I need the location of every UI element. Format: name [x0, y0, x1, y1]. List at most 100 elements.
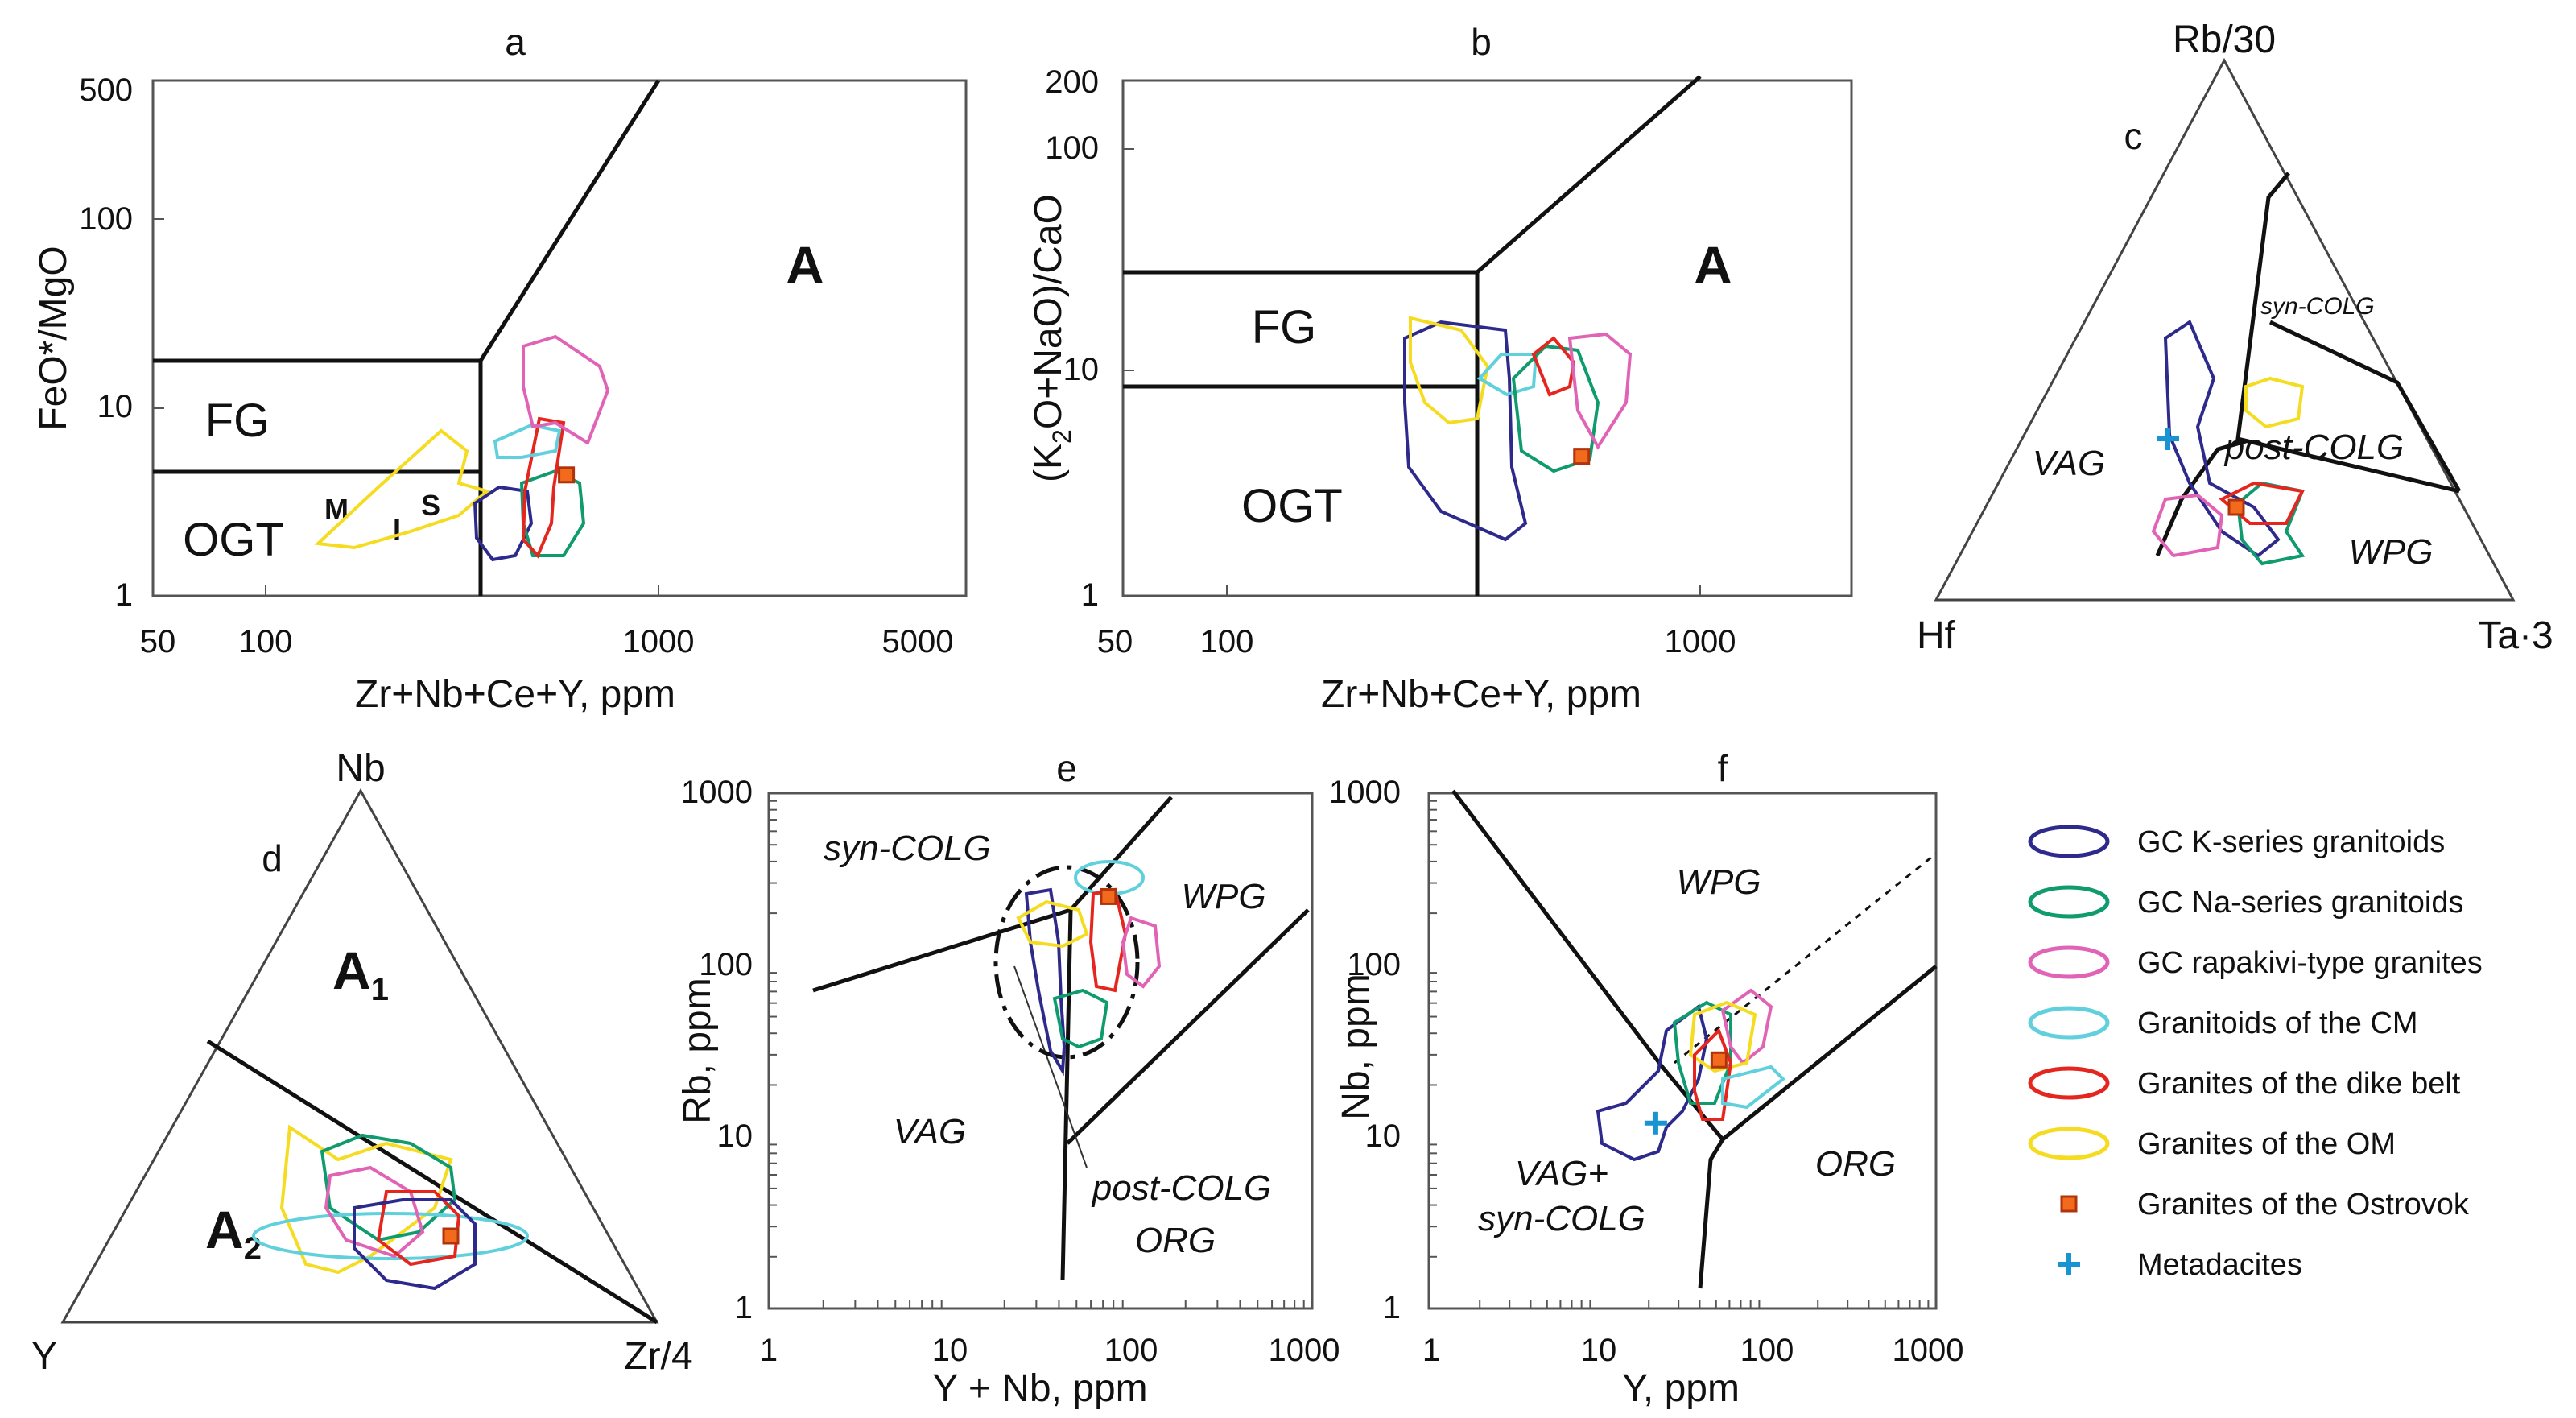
panel-a-field-OGT: OGT — [183, 514, 284, 566]
panel-f-dashed-line — [1674, 852, 1937, 1065]
ostrovok-point — [442, 1227, 460, 1245]
panel-c-apex-right: Ta·3 — [2478, 614, 2553, 657]
panel-b-frame — [1121, 79, 1853, 597]
panel-b-xtick-1000: 1000 — [1665, 624, 1736, 659]
panel-d-points — [442, 1227, 460, 1245]
panel-c-boundaries — [2155, 172, 2462, 556]
panel-f-xtick-1: 1 — [1422, 1333, 1440, 1368]
legend-label: Granites of the dike belt — [2137, 1067, 2461, 1101]
contour-e-om — [1016, 899, 1089, 949]
panel-f: f 1 10 100 1000 1 10 100 1000 Y, ppm Nb,… — [1329, 747, 1963, 1410]
panel-e-title: e — [1056, 747, 1077, 789]
panel-c-points — [2157, 428, 2245, 516]
legend-label: GC K-series granitoids — [2137, 825, 2445, 859]
legend-item-cm: Granitoids of the CM — [2028, 1006, 2417, 1040]
legend-label: Granites of the OM — [2137, 1127, 2396, 1161]
panel-b-ytick-200: 200 — [1045, 64, 1099, 100]
panel-b: b 1 10 100 200 50 100 1000 Zr+Nb+Ce+Y, p… — [1027, 21, 1853, 716]
panel-b-ytick-100: 100 — [1045, 130, 1099, 166]
panel-b-ylabel: (K2O+NaO)/CaO — [1027, 194, 1076, 482]
legend-item-dike: Granites of the dike belt — [2028, 1066, 2461, 1101]
panel-c-field-syn: syn-COLG — [2260, 293, 2375, 320]
panel-f-title: f — [1718, 747, 1728, 789]
contour-f-cm — [1721, 1065, 1786, 1110]
panel-e-xtick-1: 1 — [760, 1333, 778, 1368]
panel-e-frame — [767, 792, 1314, 1310]
contour-b-om — [1409, 316, 1490, 425]
legend-item-rapakivi: GC rapakivi-type granites — [2028, 945, 2483, 980]
panel-e-points — [1100, 887, 1117, 905]
ostrovok-point — [1100, 887, 1117, 905]
contour-e-k — [1024, 887, 1067, 1077]
panel-f-ytick-100: 100 — [1347, 947, 1401, 982]
panel-c-field-vag: VAG — [2033, 444, 2106, 483]
panel-b-contours — [1403, 316, 1633, 542]
contour-d-cm — [252, 1212, 529, 1260]
legend-item-ostrovok: Granites of the Ostrovok — [2060, 1188, 2470, 1222]
panel-c-title: c — [2124, 115, 2143, 157]
panel-e-ytick-1000: 1000 — [681, 775, 753, 810]
legend-item-metadacites: Metadacites — [2058, 1248, 2302, 1282]
contour-c-om — [2244, 376, 2305, 429]
legend-label: Granitoids of the CM — [2137, 1007, 2417, 1040]
panel-e-boundaries — [812, 796, 1310, 1281]
panel-e: e 1 10 100 1000 1 10 100 1000 Y + Nb, pp… — [676, 747, 1340, 1410]
panel-f-xlabel: Y, ppm — [1622, 1367, 1740, 1410]
contour-a-dike — [521, 416, 566, 559]
panel-a-contours — [314, 334, 610, 562]
panel-e-xtick-10: 10 — [932, 1333, 968, 1368]
legend: GC K-series granitoids GC Na-series grani… — [2028, 825, 2483, 1282]
panel-a: a 1 10 100 500 50 100 1000 5000 Zr+Nb+Ce… — [32, 21, 968, 716]
panel-f-contours — [1596, 988, 1786, 1162]
contour-d-na — [320, 1133, 457, 1242]
panel-a-tickmarks — [153, 218, 659, 596]
contour-c-dike — [2219, 481, 2305, 525]
legend-label: GC rapakivi-type granites — [2137, 946, 2483, 980]
panel-b-field-A: A — [1694, 235, 1732, 295]
contour-b-na — [1511, 344, 1600, 473]
panel-b-tickmarks — [1123, 148, 1701, 596]
contour-b-k — [1403, 320, 1528, 542]
panel-a-xtick-5000: 5000 — [882, 624, 954, 659]
panel-c-triangle — [1934, 57, 2516, 602]
contour-a-om — [314, 428, 491, 550]
panel-f-xtick-10: 10 — [1581, 1333, 1617, 1368]
panel-e-ylabel: Rb, ppm — [676, 978, 719, 1123]
panel-b-field-OGT: OGT — [1241, 480, 1343, 532]
panel-f-tickmarks — [1429, 800, 1930, 1308]
panel-f-points — [1644, 1051, 1728, 1135]
panel-d-boundary — [206, 1039, 658, 1325]
panel-e-field-post: post-COLG — [1091, 1168, 1272, 1208]
legend-label: Granites of the Ostrovok — [2137, 1188, 2470, 1222]
panel-a-boundaries — [153, 79, 661, 596]
panel-d-apex-top: Nb — [336, 747, 385, 790]
contour-d-rap — [324, 1165, 425, 1259]
panel-f-ylabel: Nb, ppm — [1335, 974, 1377, 1119]
legend-swatch — [2028, 1006, 2110, 1040]
panel-a-ytick-100: 100 — [79, 201, 133, 237]
panel-e-field-wpg: WPG — [1181, 877, 1265, 916]
panel-e-ytick-1: 1 — [735, 1290, 753, 1325]
legend-swatch — [2028, 825, 2110, 858]
panel-a-xtick-50: 50 — [140, 624, 176, 659]
panel-d: Nb Y Zr/4 d A1 A2 — [31, 747, 693, 1378]
panel-f-xtick-100: 100 — [1740, 1333, 1794, 1368]
panel-d-contours — [252, 1124, 529, 1291]
contour-b-cm — [1476, 353, 1538, 397]
panel-d-title: d — [262, 837, 283, 879]
panel-d-field-A1: A1 — [332, 941, 389, 1007]
panel-a-frame — [151, 79, 968, 597]
ostrovok-point — [2227, 498, 2245, 516]
panel-a-xtick-100: 100 — [239, 624, 293, 659]
panel-f-field-vag2: syn-COLG — [1478, 1199, 1645, 1238]
panel-a-xlabel: Zr+Nb+Ce+Y, ppm — [355, 673, 675, 716]
panel-e-ytick-10: 10 — [717, 1118, 753, 1154]
panel-f-field-vag1: VAG+ — [1515, 1154, 1608, 1193]
legend-swatch — [2028, 885, 2110, 919]
panel-c: Rb/30 Hf Ta·3 c syn-COLG post-COLG VAG W… — [1917, 19, 2553, 657]
panel-a-xtick-1000: 1000 — [623, 624, 695, 659]
panel-f-field-wpg: WPG — [1676, 862, 1761, 902]
ostrovok-point — [1573, 448, 1591, 465]
panel-e-leader — [1013, 965, 1088, 1168]
